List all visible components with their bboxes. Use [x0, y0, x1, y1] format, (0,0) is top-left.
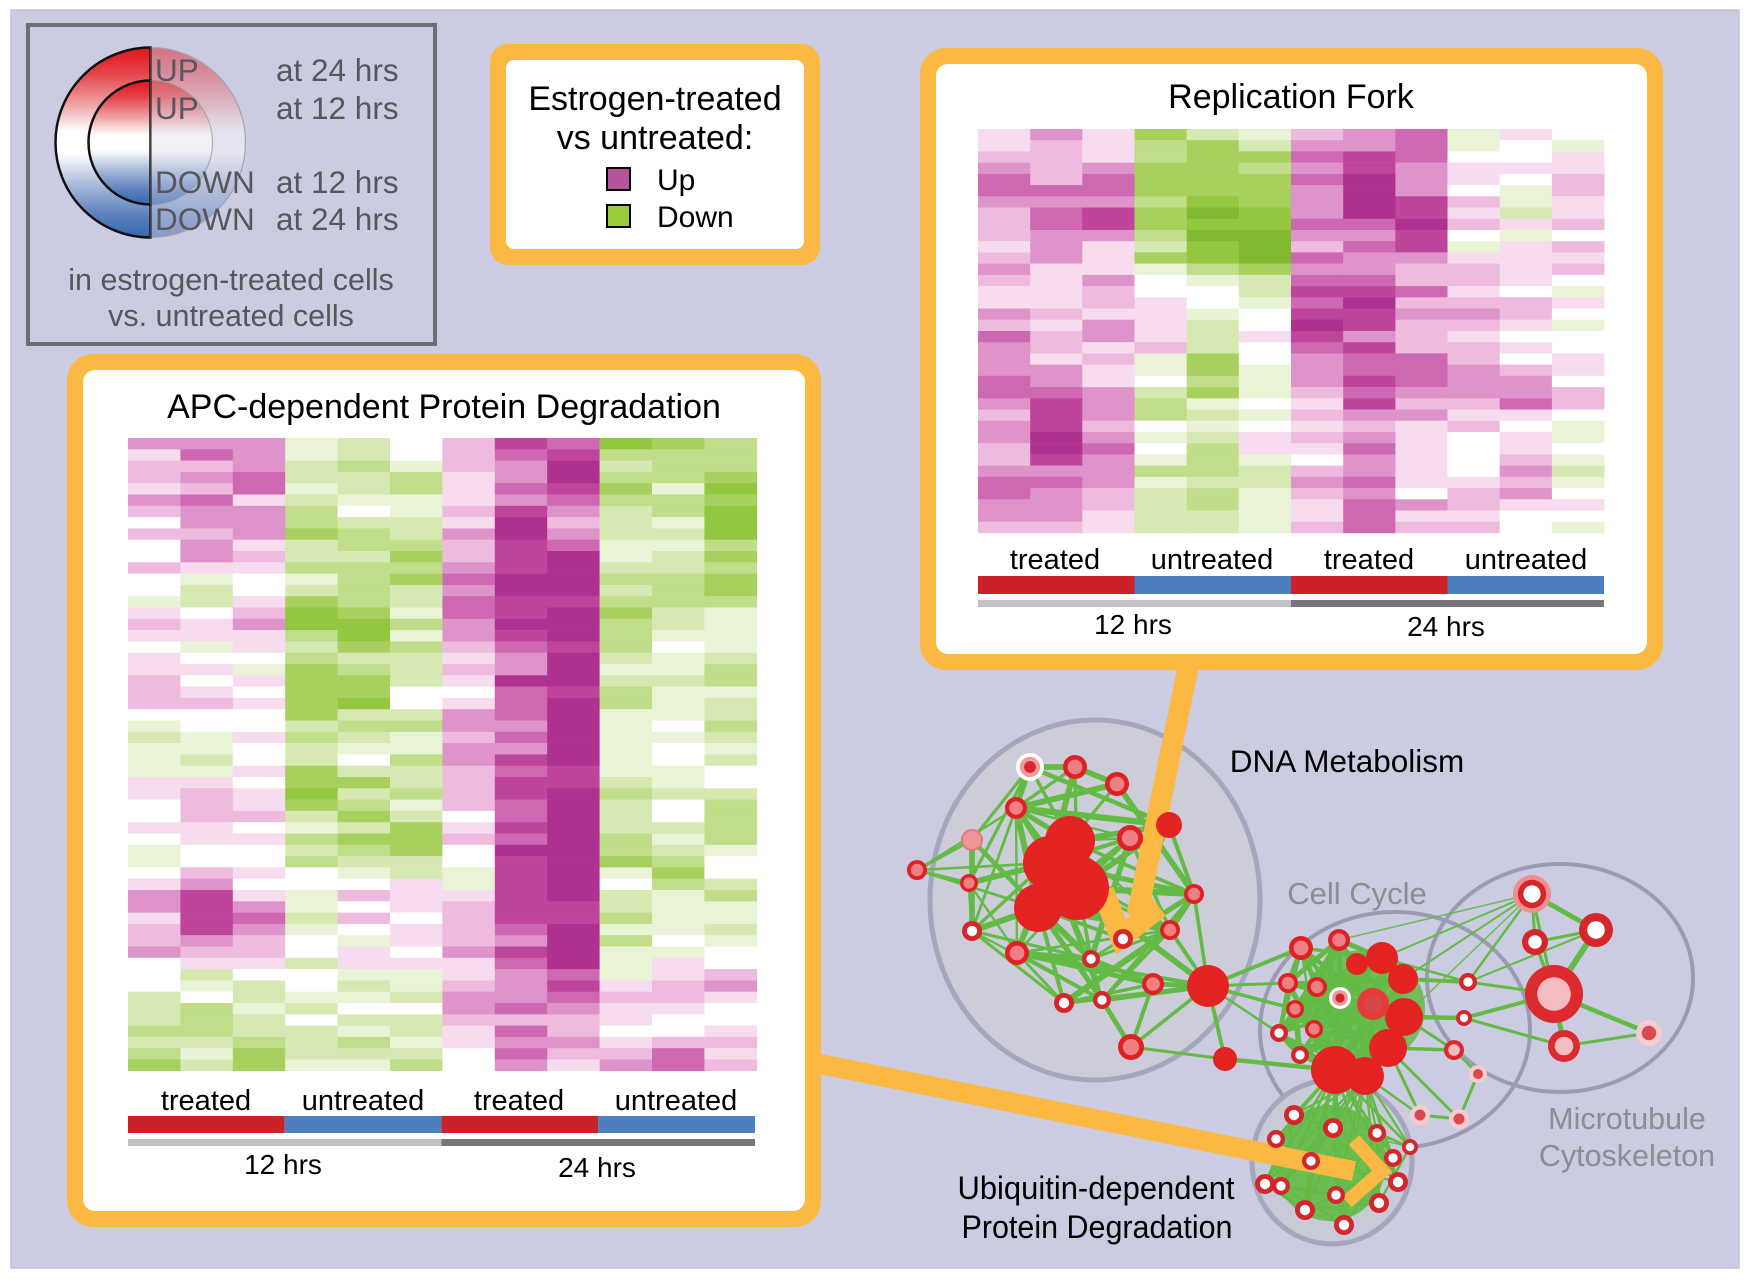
- svg-text:treated: treated: [1324, 544, 1414, 576]
- svg-text:at 24 hrs: at 24 hrs: [276, 52, 399, 88]
- svg-text:Ubiquitin-dependent: Ubiquitin-dependent: [958, 1170, 1235, 1206]
- svg-text:DNA Metabolism: DNA Metabolism: [1230, 743, 1465, 779]
- svg-text:untreated: untreated: [615, 1085, 738, 1117]
- svg-text:vs. untreated cells: vs. untreated cells: [108, 299, 354, 333]
- svg-text:Microtubule: Microtubule: [1548, 1102, 1706, 1136]
- svg-text:12 hrs: 12 hrs: [1094, 609, 1172, 640]
- svg-text:treated: treated: [161, 1085, 251, 1117]
- svg-text:Replication Fork: Replication Fork: [1168, 78, 1415, 116]
- svg-text:untreated: untreated: [1465, 544, 1588, 576]
- svg-text:Cytoskeleton: Cytoskeleton: [1539, 1139, 1715, 1173]
- svg-text:12 hrs: 12 hrs: [244, 1149, 322, 1180]
- svg-text:Down: Down: [657, 201, 734, 234]
- svg-text:in estrogen-treated cells: in estrogen-treated cells: [68, 263, 394, 297]
- svg-text:DOWN: DOWN: [155, 164, 255, 200]
- svg-text:Cell Cycle: Cell Cycle: [1287, 876, 1427, 911]
- svg-text:at 24 hrs: at 24 hrs: [276, 201, 399, 237]
- svg-text:24 hrs: 24 hrs: [1407, 611, 1485, 642]
- svg-text:vs untreated:: vs untreated:: [557, 119, 754, 157]
- svg-text:untreated: untreated: [1151, 544, 1274, 576]
- svg-text:untreated: untreated: [302, 1085, 425, 1117]
- svg-text:UP: UP: [155, 90, 199, 126]
- svg-text:UP: UP: [155, 52, 199, 88]
- svg-text:treated: treated: [474, 1085, 564, 1117]
- svg-text:at 12 hrs: at 12 hrs: [276, 164, 399, 200]
- svg-text:at 12 hrs: at 12 hrs: [276, 90, 399, 126]
- svg-text:treated: treated: [1010, 544, 1100, 576]
- svg-text:Estrogen-treated: Estrogen-treated: [528, 80, 781, 118]
- svg-text:APC-dependent Protein Degradat: APC-dependent Protein Degradation: [167, 388, 721, 426]
- svg-text:Protein Degradation: Protein Degradation: [962, 1209, 1233, 1245]
- svg-text:24 hrs: 24 hrs: [558, 1152, 636, 1183]
- svg-text:DOWN: DOWN: [155, 201, 255, 237]
- svg-text:Up: Up: [657, 164, 695, 197]
